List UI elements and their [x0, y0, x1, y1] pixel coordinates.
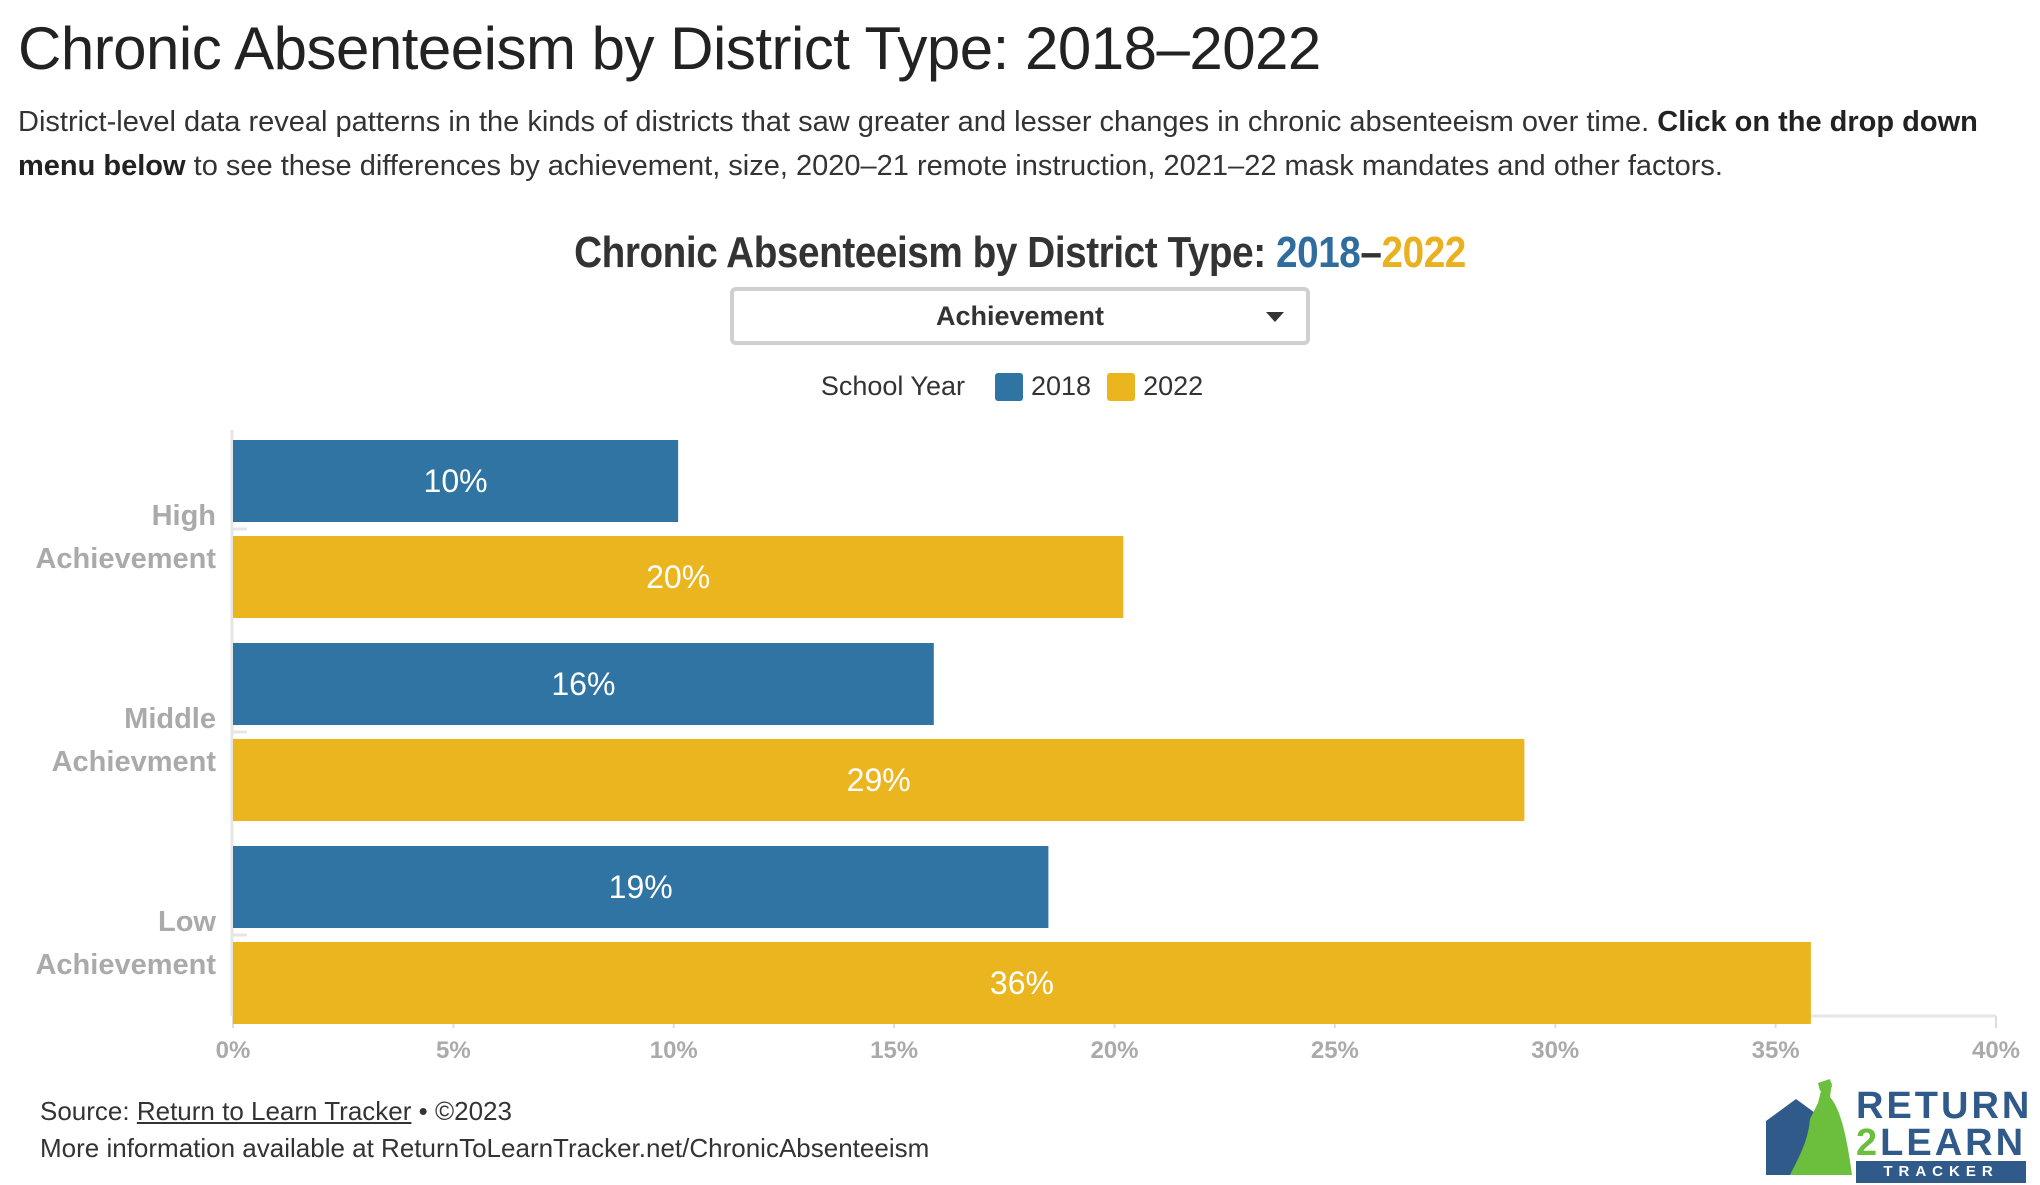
chart-title-prefix: Chronic Absenteeism by District Type: [574, 228, 1277, 277]
source-suffix: • ©2023 [411, 1096, 512, 1126]
chart-title-dash: – [1360, 228, 1382, 277]
bar-value-label: 36% [990, 965, 1054, 1001]
intro-bold-text: Click on the drop down menu below [18, 106, 1978, 182]
dropdown-selected-value: Achievement [935, 301, 1105, 331]
x-tick-label: 15% [870, 1037, 918, 1064]
chart-title-year-2022: 2022 [1381, 228, 1467, 277]
intro-rest-text: to see these differences by achievement,… [185, 150, 1723, 182]
bar-value-label: 16% [551, 666, 615, 702]
y-category-label: Middle Achievment [52, 703, 217, 778]
logo-line-tracker: TRACKER [1856, 1161, 2026, 1183]
bar-2022 [233, 536, 1124, 618]
source-line: Source: Return to Learn Tracker • ©2023 [40, 1093, 929, 1130]
source-prefix: Source: [40, 1096, 137, 1126]
chart-legend: School Year 2018 2022 [0, 370, 2040, 402]
bar-2018 [233, 440, 679, 522]
x-tick-label: 25% [1311, 1037, 1359, 1064]
bar-2022 [233, 739, 1525, 821]
legend-swatch-2018 [994, 372, 1023, 401]
y-category-label-line: High [152, 500, 216, 532]
page-title: Chronic Absenteeism by District Type: 20… [18, 15, 1321, 82]
logo-word-learn: LEARN [1880, 1122, 2027, 1164]
intro-paragraph: District-level data reveal patterns in t… [18, 100, 2023, 188]
bar-value-label: 29% [847, 762, 911, 798]
logo-number-2: 2 [1856, 1122, 1881, 1164]
x-tick-label: 10% [650, 1037, 698, 1064]
source-footer: Source: Return to Learn Tracker • ©2023 … [40, 1093, 929, 1167]
bar-value-label: 20% [646, 559, 710, 595]
y-category-label: Low Achievement [35, 906, 216, 981]
legend-label-2022: 2022 [1143, 371, 1204, 402]
y-category-label-line: Middle [124, 703, 216, 735]
logo-line-return: RETURN [1856, 1085, 2033, 1127]
legend-swatch-2022 [1107, 372, 1136, 401]
x-tick-label: 20% [1090, 1037, 1138, 1064]
house-logo-icon [1766, 1079, 1852, 1175]
x-tick-label: 5% [436, 1037, 471, 1064]
legend-label-2018: 2018 [1030, 371, 1092, 402]
logo-line-learn: 2LEARN [1856, 1124, 2026, 1162]
bar-2022 [233, 942, 1811, 1024]
chart-title: Chronic Absenteeism by District Type: 20… [122, 228, 1917, 278]
bar-2018 [233, 643, 934, 725]
district-type-dropdown[interactable]: Achievement [730, 287, 1310, 345]
y-category-label-line: Achievement [35, 543, 216, 575]
more-info-line: More information available at ReturnToLe… [40, 1133, 930, 1163]
y-category-label-line: Low [158, 906, 216, 938]
bar-value-label: 10% [424, 463, 488, 499]
return2learn-logo: RETURN 2LEARN TRACKER [1760, 1075, 2029, 1183]
chart-title-year-2018: 2018 [1276, 228, 1361, 277]
y-category-label-line: Achievment [52, 746, 217, 778]
y-category-label-line: Achievement [35, 949, 216, 981]
legend-title: School Year [820, 371, 965, 402]
source-link[interactable]: Return to Learn Tracker [136, 1096, 412, 1126]
x-tick-label: 40% [1972, 1037, 2020, 1064]
intro-text: District-level data reveal patterns in t… [18, 106, 1658, 138]
x-tick-label: 0% [216, 1037, 251, 1064]
bar-2018 [233, 846, 1049, 928]
bar-value-label: 19% [609, 869, 673, 905]
chevron-down-icon[interactable] [1266, 312, 1284, 322]
bar-chart: 0% 5% 10% 15% 20% 25% 30% 35% 40% High Achievement… [35, 430, 2020, 1064]
x-tick-label: 30% [1531, 1037, 1579, 1064]
y-category-label: High Achievement [35, 500, 216, 575]
x-tick-label: 35% [1752, 1037, 1800, 1064]
